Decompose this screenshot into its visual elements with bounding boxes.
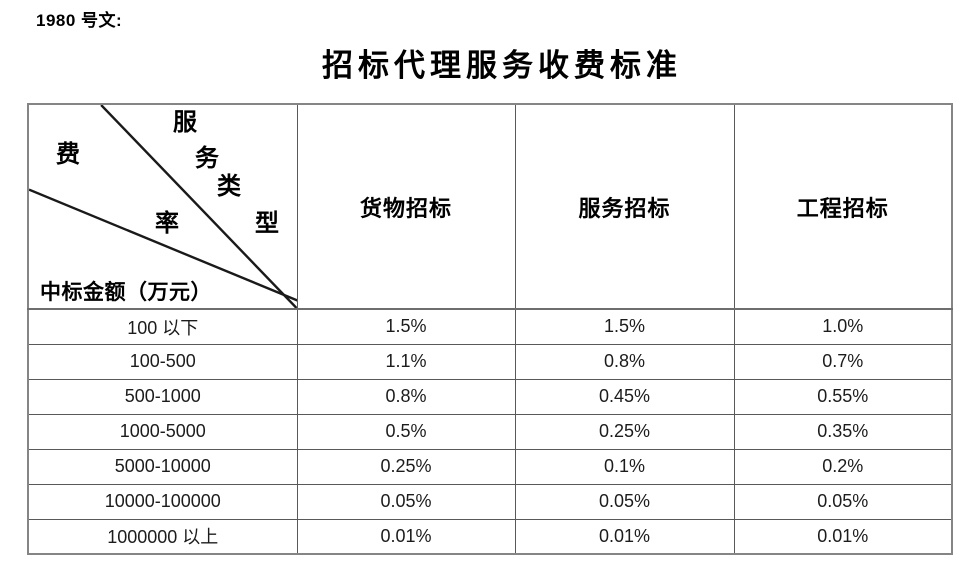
rate-cell: 0.25% [514,413,735,450]
header-row: 服 务 类 型 费 率 中标金额（万元） 货物招标 服务招标 工程招标 [27,103,953,310]
rate-cell: 0.05% [296,483,516,520]
table-row: 100 以下 1.5% 1.5% 1.0% [27,308,953,345]
column-header-engineering: 工程招标 [733,103,953,310]
rate-cell: 0.01% [296,518,516,555]
amount-range-cell: 1000-5000 [27,413,298,450]
rate-cell: 1.0% [733,308,953,345]
page-title: 招标代理服务收费标准 [322,48,682,83]
amount-range-cell: 5000-10000 [27,448,298,485]
table-row: 500-1000 0.8% 0.45% 0.55% [27,378,953,415]
rate-cell: 0.8% [514,343,735,380]
amount-range-cell: 100 以下 [27,308,298,345]
service-type-char: 类 [217,174,241,200]
table-row: 10000-100000 0.05% 0.05% 0.05% [27,483,953,520]
column-header-services: 服务招标 [514,103,735,310]
rate-cell: 0.55% [733,378,953,415]
rate-cell: 0.35% [733,413,953,450]
corner-diagonal-area: 服 务 类 型 费 率 中标金额（万元） [29,105,297,308]
table-row: 100-500 1.1% 0.8% 0.7% [27,343,953,380]
rate-cell: 0.1% [514,448,735,485]
amount-range-cell: 500-1000 [27,378,298,415]
rate-cell: 0.2% [733,448,953,485]
rate-cell: 0.01% [514,518,735,555]
rate-cell: 0.8% [296,378,516,415]
amount-range-cell: 10000-100000 [27,483,298,520]
table-row: 1000-5000 0.5% 0.25% 0.35% [27,413,953,450]
rate-cell: 1.1% [296,343,516,380]
rate-cell: 0.01% [733,518,953,555]
corner-header-cell: 服 务 类 型 费 率 中标金额（万元） [27,103,298,310]
service-type-char: 型 [255,211,279,237]
corner-amount-label: 中标金额（万元） [40,280,212,304]
rate-char: 率 [155,211,179,237]
rate-cell: 0.5% [296,413,516,450]
rate-cell: 0.05% [733,483,953,520]
rate-cell: 0.05% [514,483,735,520]
amount-range-cell: 100-500 [27,343,298,380]
rate-cell: 0.25% [296,448,516,485]
doc-ref: 1980 号文: [36,11,123,30]
rate-cell: 0.7% [733,343,953,380]
service-type-char: 服 [173,110,197,136]
diagonal-divider-lines [29,105,297,308]
service-type-char: 务 [195,146,219,172]
column-header-goods: 货物招标 [296,103,516,310]
rate-cell: 0.45% [514,378,735,415]
fee-char: 费 [56,142,80,168]
table-row: 5000-10000 0.25% 0.1% 0.2% [27,448,953,485]
fee-table: 服 务 类 型 费 率 中标金额（万元） 货物招标 服务招标 工程招标 100 … [27,103,953,555]
rate-cell: 1.5% [514,308,735,345]
table-row: 1000000 以上 0.01% 0.01% 0.01% [27,518,953,555]
rate-cell: 1.5% [296,308,516,345]
amount-range-cell: 1000000 以上 [27,518,298,555]
